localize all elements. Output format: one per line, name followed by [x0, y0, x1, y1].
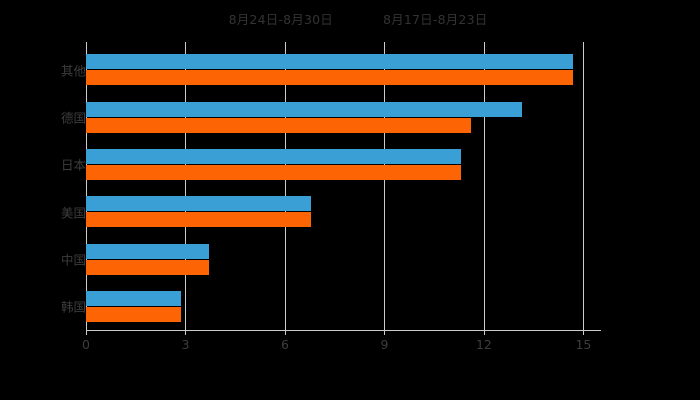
- chart-legend: 8月24日-8月30日 8月17日-8月23日: [0, 8, 700, 32]
- x-tick-mark-12: [483, 330, 485, 335]
- y-tick-label-0: 韩国: [60, 299, 86, 315]
- x-tick-label-0: 0: [82, 337, 90, 352]
- legend-marker-square-icon: [367, 16, 376, 25]
- bar-3-series-0[interactable]: [86, 148, 461, 164]
- y-axis-line: [86, 42, 87, 330]
- bar-0-series-1[interactable]: [86, 306, 181, 322]
- y-tick-label-3: 日本: [60, 157, 86, 173]
- legend-entry-series-0[interactable]: 8月24日-8月30日: [213, 10, 333, 30]
- bar-4-series-1[interactable]: [86, 117, 471, 133]
- x-axis-line: [86, 330, 601, 331]
- x-tick-label-6: 6: [280, 337, 289, 352]
- gridline-x-12: [483, 42, 485, 330]
- bar-2-series-1[interactable]: [86, 212, 312, 228]
- y-tick-label-4: 德国: [60, 110, 86, 126]
- bar-5-series-0[interactable]: [86, 54, 574, 70]
- gridline-x-6: [284, 42, 286, 330]
- plot-area: [86, 42, 600, 330]
- x-tick-mark-9: [384, 330, 386, 335]
- bar-0-series-0[interactable]: [86, 290, 181, 306]
- bar-4-series-0[interactable]: [86, 101, 523, 117]
- bar-2-series-0[interactable]: [86, 196, 312, 212]
- y-tick-label-5: 其他: [60, 63, 86, 79]
- x-tick-mark-0: [86, 330, 87, 335]
- legend-entry-series-1[interactable]: 8月17日-8月23日: [367, 10, 487, 30]
- bar-3-series-1[interactable]: [86, 164, 461, 180]
- legend-label-series-1: 8月17日-8月23日: [383, 11, 488, 27]
- y-tick-label-1: 中国: [60, 252, 86, 268]
- gridline-x-3: [185, 42, 187, 330]
- gridline-x-9: [384, 42, 386, 330]
- x-tick-label-12: 12: [475, 337, 492, 352]
- x-tick-mark-15: [583, 330, 585, 335]
- gridline-x-15: [583, 42, 585, 330]
- x-tick-label-3: 3: [181, 337, 190, 352]
- x-tick-label-9: 9: [380, 337, 389, 352]
- x-tick-mark-3: [185, 330, 187, 335]
- x-tick-mark-6: [284, 330, 286, 335]
- legend-label-series-0: 8月24日-8月30日: [228, 11, 333, 27]
- bar-1-series-0[interactable]: [86, 243, 209, 259]
- y-tick-label-2: 美国: [60, 205, 86, 221]
- x-tick-label-15: 15: [575, 337, 592, 352]
- legend-marker-dot-icon: [213, 16, 222, 25]
- bar-1-series-1[interactable]: [86, 259, 209, 275]
- bar-5-series-1[interactable]: [86, 70, 574, 86]
